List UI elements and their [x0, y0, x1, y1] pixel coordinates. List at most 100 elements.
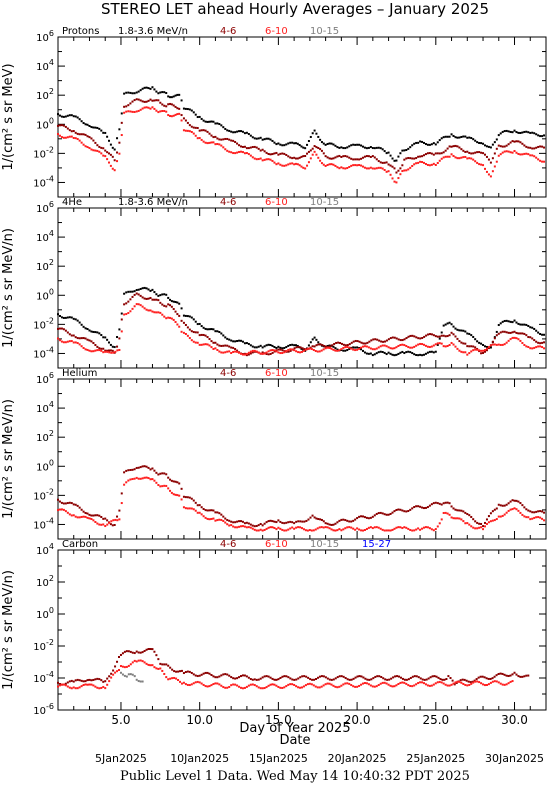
data-point — [249, 526, 252, 529]
data-point — [438, 159, 441, 162]
data-point — [413, 353, 416, 356]
data-point — [78, 337, 81, 340]
data-point — [363, 345, 366, 348]
data-point — [234, 677, 237, 680]
data-point — [515, 508, 518, 511]
data-point — [430, 503, 433, 506]
data-point — [537, 134, 540, 137]
data-point — [298, 156, 301, 159]
data-point — [70, 502, 73, 505]
data-point — [326, 526, 329, 529]
data-point — [180, 330, 183, 333]
data-point — [499, 504, 502, 507]
data-point — [190, 109, 193, 112]
data-point — [373, 685, 376, 688]
data-point — [314, 350, 317, 353]
data-point — [57, 498, 59, 501]
data-point — [104, 336, 107, 339]
data-point — [222, 351, 225, 354]
data-point — [98, 349, 101, 352]
data-point — [273, 346, 276, 349]
data-point — [381, 512, 384, 515]
data-point — [261, 352, 264, 355]
data-point — [57, 133, 59, 136]
data-point — [401, 350, 404, 353]
data-point — [224, 127, 227, 130]
data-point — [413, 529, 416, 532]
data-point — [72, 115, 75, 118]
data-point — [434, 163, 437, 166]
data-point — [224, 137, 227, 140]
data-point — [367, 155, 370, 158]
data-point — [291, 526, 294, 529]
data-point — [277, 678, 280, 681]
data-point — [411, 164, 414, 167]
data-point — [188, 670, 191, 673]
data-point — [157, 473, 160, 476]
data-point — [300, 347, 303, 350]
data-point — [315, 146, 318, 149]
data-point — [106, 519, 109, 522]
data-point — [151, 478, 154, 481]
data-point — [204, 509, 207, 512]
data-point — [263, 675, 266, 678]
y-tick-label: 10-4 — [33, 516, 54, 531]
data-point — [454, 136, 457, 139]
data-point — [180, 307, 183, 310]
data-point — [517, 675, 520, 678]
data-point — [485, 349, 488, 352]
data-point — [296, 142, 299, 145]
data-point — [155, 481, 158, 484]
data-point — [444, 345, 447, 348]
data-point — [224, 673, 227, 676]
data-point — [358, 515, 361, 518]
data-point — [169, 304, 172, 307]
data-point — [482, 142, 485, 145]
data-point — [468, 514, 471, 517]
data-point — [186, 326, 189, 329]
data-point — [318, 686, 321, 689]
data-point — [222, 515, 225, 518]
data-point — [482, 683, 485, 686]
data-point — [170, 115, 173, 118]
data-point — [64, 341, 67, 344]
data-point — [397, 508, 400, 511]
data-point — [397, 177, 400, 180]
data-point — [234, 131, 237, 134]
data-point — [141, 305, 144, 308]
data-point — [460, 681, 463, 684]
data-point — [483, 676, 486, 679]
data-point — [116, 515, 119, 518]
data-point — [503, 130, 506, 133]
data-point — [135, 98, 138, 101]
data-point — [247, 351, 250, 354]
series-4-6 — [57, 465, 546, 528]
data-point — [112, 673, 115, 676]
data-point — [249, 523, 252, 526]
data-point — [147, 297, 150, 300]
data-point — [517, 332, 520, 335]
data-point — [279, 346, 282, 349]
data-point — [338, 528, 341, 531]
data-point — [513, 129, 516, 132]
data-point — [265, 353, 268, 356]
data-point — [271, 159, 274, 162]
data-point — [531, 131, 534, 134]
data-point — [393, 354, 396, 357]
data-point — [438, 337, 441, 340]
data-point — [90, 126, 93, 129]
data-point — [287, 350, 290, 353]
data-point — [515, 337, 518, 340]
data-point — [176, 301, 179, 304]
data-point — [80, 337, 83, 340]
data-point — [247, 522, 250, 525]
data-point — [263, 158, 266, 161]
y-tick-label: 100 — [36, 287, 54, 302]
data-point — [275, 350, 278, 353]
data-point — [470, 157, 473, 160]
data-point — [200, 129, 203, 132]
data-point — [186, 315, 189, 318]
data-point — [401, 343, 404, 346]
data-point — [169, 478, 172, 481]
data-point — [517, 152, 520, 155]
